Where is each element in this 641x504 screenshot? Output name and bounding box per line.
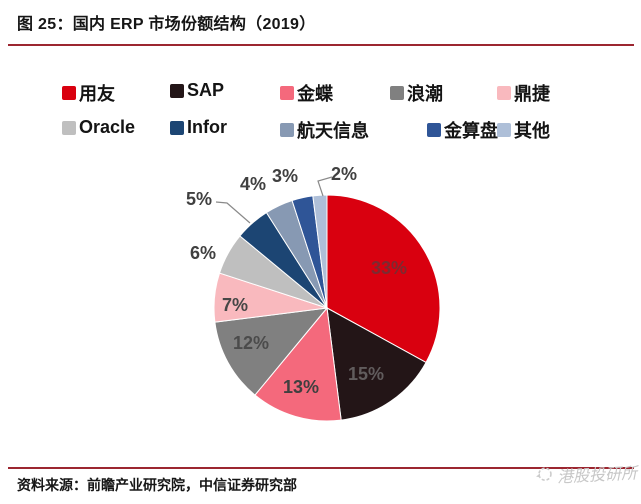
title-underline <box>8 44 634 46</box>
legend-swatch <box>62 86 76 100</box>
legend-label: SAP <box>187 80 225 100</box>
legend-label: 金蝶 <box>297 84 333 104</box>
pie-label-金蝶: 13% <box>283 377 319 397</box>
pie-slice-金蝶 <box>254 306 342 422</box>
legend-swatch <box>170 120 184 135</box>
pie-slice-浪潮 <box>214 307 329 396</box>
watermark-text: 港股投研所 <box>556 465 638 487</box>
legend-item-用友: 用友 <box>62 80 115 106</box>
pie-slice-SAP <box>326 307 427 421</box>
pie-label-其他: 2% <box>331 164 357 184</box>
watermark: 港股投研所 <box>534 459 638 488</box>
legend-swatch <box>280 123 294 137</box>
pie-label-SAP: 15% <box>348 364 384 384</box>
legend-label: 航天信息 <box>297 121 369 141</box>
legend-label: 浪潮 <box>407 84 443 104</box>
pie-slice-用友 <box>326 194 441 364</box>
legend-item-Infor: Infor <box>170 117 227 138</box>
legend-item-鼎捷: 鼎捷 <box>497 80 550 106</box>
pie-label-浪潮: 12% <box>233 333 269 353</box>
legend-label: Infor <box>187 117 227 137</box>
pie-label-金算盘: 3% <box>272 166 298 186</box>
pie-slice-其他 <box>312 194 328 309</box>
pie-label-航天信息: 4% <box>240 174 266 194</box>
legend-label: Oracle <box>79 117 136 137</box>
leader-line-其他 <box>317 176 333 197</box>
watermark-logo-icon <box>534 464 553 488</box>
legend-label: 鼎捷 <box>514 84 550 104</box>
legend-item-金算盘: 金算盘 <box>427 117 498 143</box>
pie-label-鼎捷: 7% <box>222 295 248 315</box>
leader-line-Infor <box>215 201 251 224</box>
figure-title: 图 25：国内 ERP 市场份额结构（2019） <box>17 16 316 33</box>
legend-swatch <box>170 83 184 98</box>
legend-item-浪潮: 浪潮 <box>390 80 443 106</box>
legend-swatch <box>390 86 404 100</box>
legend-label: 其他 <box>514 121 550 141</box>
legend-swatch <box>497 86 511 100</box>
footer-rule <box>8 467 634 469</box>
legend-swatch <box>62 120 76 135</box>
legend-swatch <box>497 123 511 137</box>
legend-item-Oracle: Oracle <box>62 117 135 138</box>
legend-item-其他: 其他 <box>497 117 550 143</box>
legend-item-金蝶: 金蝶 <box>280 80 333 106</box>
pie-label-用友: 33% <box>371 258 407 278</box>
legend-label: 金算盘 <box>444 121 498 141</box>
legend-item-SAP: SAP <box>170 80 224 101</box>
pie-label-Infor: 5% <box>186 189 212 209</box>
legend-swatch <box>280 86 294 100</box>
pie-label-Oracle: 6% <box>190 243 216 263</box>
legend-swatch <box>427 123 441 137</box>
source-note: 资料来源：前瞻产业研究院，中信证券研究部 <box>17 477 297 493</box>
legend-item-航天信息: 航天信息 <box>280 117 369 143</box>
legend-label: 用友 <box>79 84 115 104</box>
